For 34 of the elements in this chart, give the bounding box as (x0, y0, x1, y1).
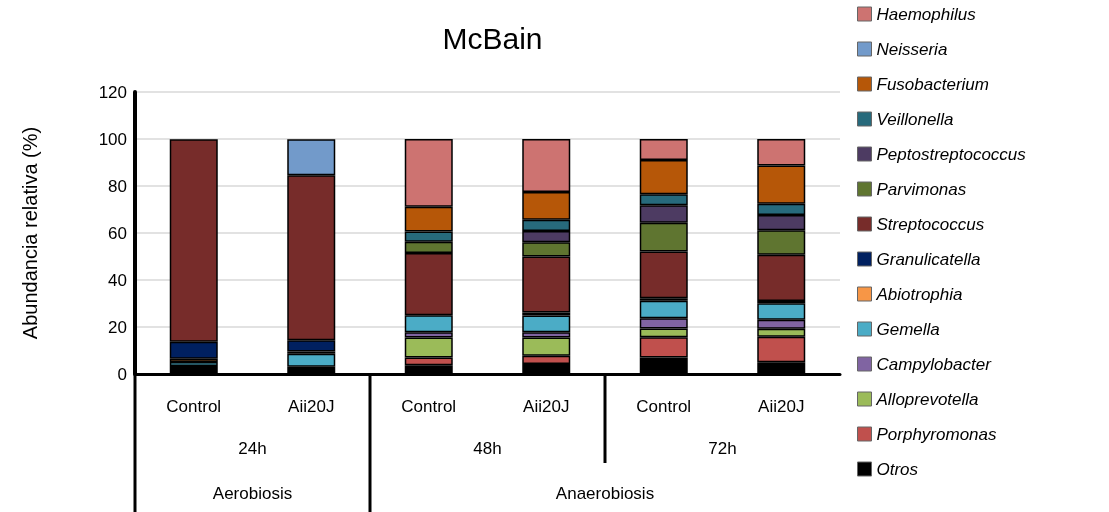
legend-label: Haemophilus (876, 4, 977, 24)
legend-label: Otros (876, 459, 919, 479)
legend-label: Peptostreptococcus (876, 144, 1027, 164)
legend-label: Abiotrophia (875, 284, 963, 304)
text: Aerobiosis (212, 483, 293, 503)
legend-label: Neisseria (876, 39, 948, 59)
legend-label: Alloprevotella (875, 389, 979, 409)
y-tick-label: 20 (108, 317, 127, 337)
x-tick-label: Control (166, 397, 222, 416)
x-tick-label: Aii20J (523, 397, 570, 416)
text: Anaerobiosis (555, 483, 655, 503)
x-tick-label: Aii20J (758, 397, 805, 416)
y-tick-label: 80 (108, 176, 127, 196)
text: 48h (473, 438, 502, 458)
legend-label: Gemella (876, 319, 940, 339)
legend-label: Campylobacter (876, 354, 993, 374)
legend-label: Parvimonas (876, 179, 967, 199)
x-tick-label: Control (401, 397, 457, 416)
legend-label: Granulicatella (876, 249, 981, 269)
chart-title: McBain (442, 21, 543, 55)
y-tick-label: 0 (117, 364, 127, 384)
legend-label: Veillonella (876, 109, 954, 129)
y-tick-label: 120 (98, 82, 127, 102)
legend-label: Porphyromonas (876, 424, 997, 444)
y-tick-label: 40 (108, 270, 127, 290)
x-tick-label: Aii20J (288, 397, 335, 416)
legend-label: Streptococcus (876, 214, 985, 234)
text: 72h (708, 438, 737, 458)
legend-label: Fusobacterium (876, 74, 989, 94)
y-tick-label: 100 (98, 129, 127, 149)
y-tick-label: 60 (108, 223, 127, 243)
text: 24h (238, 438, 267, 458)
x-tick-label: Control (636, 397, 692, 416)
y-axis-title: Abundancia relativa (%) (19, 126, 41, 340)
